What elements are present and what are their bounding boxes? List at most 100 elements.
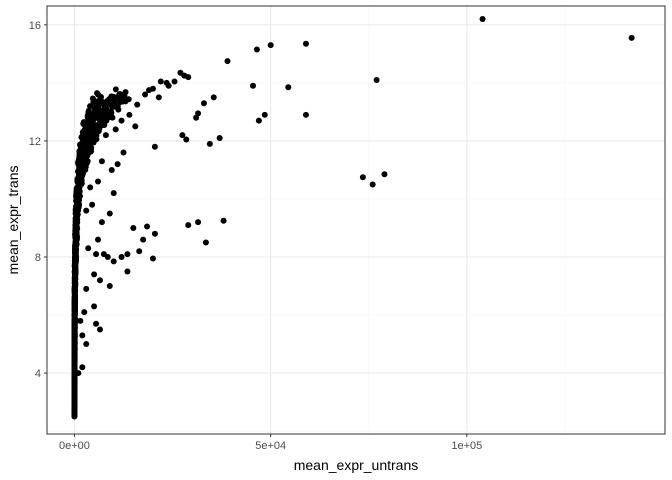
data-point: [83, 207, 90, 214]
data-point: [479, 16, 486, 23]
data-point: [81, 142, 88, 149]
data-point: [96, 326, 103, 333]
plot-panel-border: [46, 5, 666, 435]
y-tick-label: 4: [35, 368, 41, 380]
data-point: [302, 111, 309, 118]
data-point: [97, 96, 104, 103]
data-point: [140, 236, 147, 243]
data-point: [71, 334, 78, 341]
data-point: [114, 161, 121, 168]
data-point: [261, 111, 268, 118]
data-point: [93, 104, 100, 111]
data-point: [74, 210, 81, 217]
data-point: [250, 82, 256, 89]
data-point: [71, 371, 78, 378]
data-point: [112, 126, 119, 133]
data-point: [98, 219, 105, 226]
data-point: [71, 358, 78, 365]
data-point: [87, 103, 94, 110]
data-point: [134, 101, 141, 108]
data-point: [95, 236, 102, 243]
data-point: [73, 218, 80, 225]
data-point: [85, 133, 92, 140]
data-point: [85, 124, 92, 131]
data-point: [84, 158, 91, 165]
data-point: [72, 223, 79, 230]
data-point: [71, 366, 78, 373]
data-point: [73, 231, 80, 238]
data-point: [98, 158, 105, 165]
data-point: [83, 285, 90, 292]
data-point: [185, 222, 192, 229]
data-point: [102, 103, 109, 110]
data-point: [110, 258, 117, 265]
data-point: [142, 91, 149, 98]
data-point: [89, 119, 96, 126]
x-tick-label: 5e+04: [255, 440, 286, 452]
data-point: [100, 251, 107, 258]
grid-lines: [47, 6, 665, 434]
data-point: [73, 192, 80, 199]
data-point: [267, 42, 274, 49]
data-point: [124, 251, 131, 258]
data-point: [151, 143, 158, 150]
data-point: [72, 295, 79, 302]
data-point: [83, 341, 90, 348]
data-point: [117, 99, 124, 106]
data-point: [71, 323, 78, 330]
data-point: [106, 96, 113, 103]
data-point: [79, 169, 86, 176]
data-point: [71, 341, 78, 348]
data-point: [210, 94, 217, 101]
x-tick-label: 1e+05: [451, 440, 482, 452]
y-tick-label: 12: [29, 136, 41, 148]
data-point: [81, 153, 88, 160]
data-point: [71, 402, 78, 409]
data-point: [103, 112, 110, 119]
data-point: [132, 123, 139, 130]
data-point: [117, 90, 124, 97]
data-point: [71, 328, 78, 335]
data-point: [95, 128, 102, 135]
data-point: [302, 40, 309, 47]
data-point: [77, 317, 84, 324]
data-point: [120, 149, 127, 156]
data-point: [82, 146, 89, 153]
data-point: [381, 171, 388, 178]
data-point: [73, 235, 80, 242]
data-point: [157, 78, 164, 85]
data-point: [108, 166, 115, 173]
data-point: [90, 97, 97, 104]
axes: 0e+00 5e+04 1e+05 4 8 12 16: [29, 20, 483, 452]
data-point: [253, 46, 260, 53]
data-point: [200, 100, 207, 107]
data-point: [85, 245, 92, 252]
data-point: [76, 188, 83, 195]
data-point: [72, 249, 79, 256]
data-point: [75, 160, 82, 167]
data-point: [122, 89, 129, 96]
data-point: [171, 78, 178, 85]
data-point: [71, 377, 78, 384]
data-point: [71, 308, 78, 315]
data-point: [72, 287, 79, 294]
data-point: [102, 132, 109, 139]
data-point: [71, 350, 78, 357]
data-point: [220, 217, 227, 224]
data-point: [71, 315, 78, 322]
data-point: [98, 117, 105, 124]
y-axis-title: mean_expr_trans: [5, 166, 21, 275]
data-point: [177, 69, 184, 76]
data-point: [255, 117, 262, 124]
data-point: [155, 94, 162, 101]
data-point: [80, 119, 87, 126]
data-point: [90, 137, 97, 144]
data-point: [106, 210, 113, 217]
data-point: [206, 140, 213, 147]
data-point: [195, 219, 202, 226]
data-point: [126, 111, 133, 118]
data-point: [285, 84, 292, 91]
data-point: [95, 178, 102, 185]
data-point: [79, 131, 86, 138]
data-point: [163, 79, 170, 86]
